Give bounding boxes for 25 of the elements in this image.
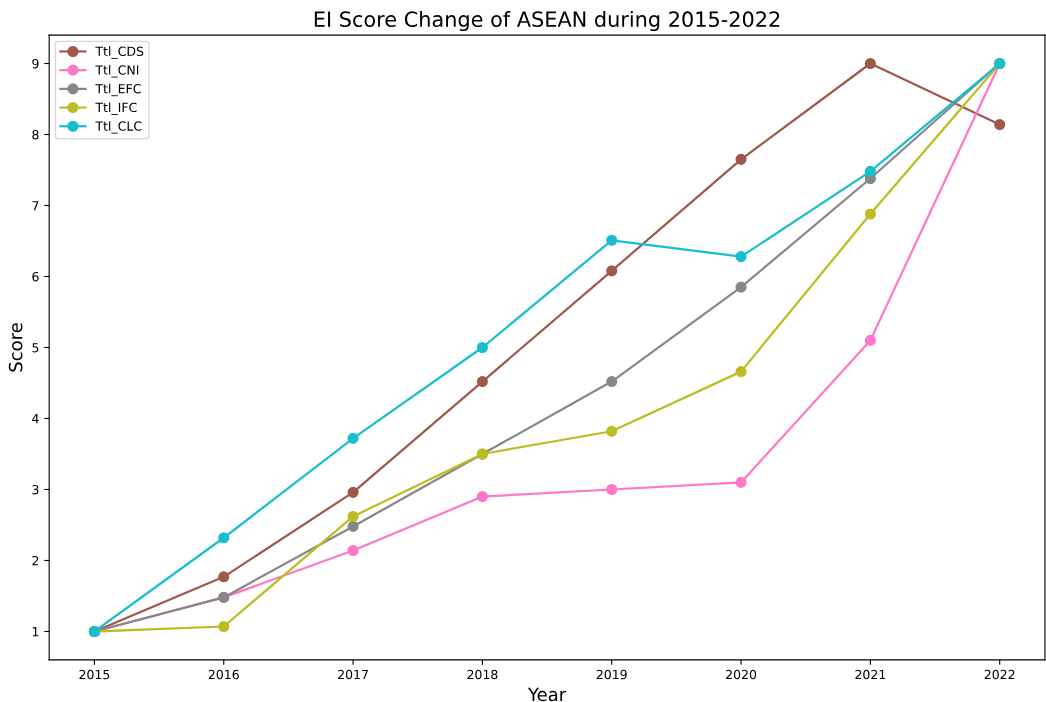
legend-label: Ttl_CNI bbox=[95, 65, 139, 78]
y-tick-label: 9 bbox=[32, 58, 39, 69]
legend-label: Ttl_CDS bbox=[95, 46, 144, 59]
x-tick-label: 2017 bbox=[338, 669, 368, 680]
x-tick-label: 2022 bbox=[984, 669, 1015, 680]
chart-title: EI Score Change of ASEAN during 2015-2022 bbox=[314, 10, 780, 32]
y-tick-label: 2 bbox=[32, 555, 39, 566]
y-tick-label: 1 bbox=[32, 627, 39, 637]
legend-label: Ttl_EFC bbox=[95, 83, 141, 97]
x-tick-label: 2016 bbox=[208, 669, 239, 680]
x-axis-title: Year bbox=[527, 687, 567, 702]
x-tick-label: 2021 bbox=[855, 669, 886, 680]
legend-label: Ttl_CLC bbox=[95, 121, 142, 134]
x-tick-label: 2018 bbox=[467, 669, 498, 680]
x-tick-label: 2015 bbox=[79, 669, 110, 680]
x-tick-label: 2019 bbox=[596, 669, 627, 680]
y-tick-label: 5 bbox=[32, 343, 39, 353]
y-tick-label: 4 bbox=[32, 414, 39, 424]
legend-label: Ttl_IFC bbox=[95, 102, 137, 115]
y-tick-label: 8 bbox=[32, 129, 39, 140]
x-tick-label: 2020 bbox=[726, 669, 757, 680]
y-tick-label: 7 bbox=[32, 201, 39, 211]
y-tick-label: 6 bbox=[32, 271, 39, 282]
y-tick-label: 3 bbox=[32, 484, 39, 495]
y-axis-title: Score bbox=[8, 323, 23, 372]
